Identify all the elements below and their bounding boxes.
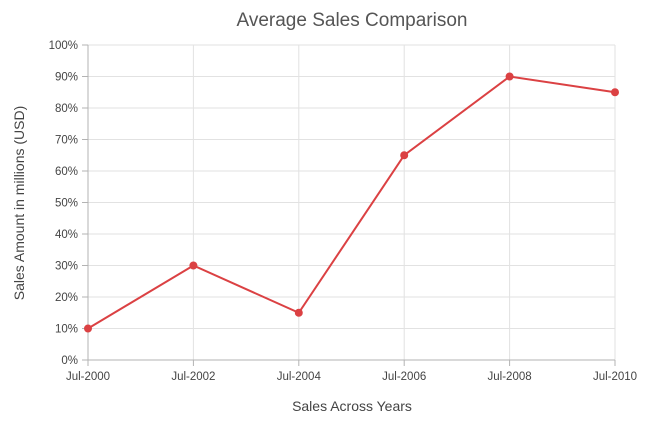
y-tick-label: 50% xyxy=(55,198,78,210)
data-point-marker[interactable] xyxy=(611,88,619,97)
data-point-marker[interactable] xyxy=(505,72,514,81)
data-point-marker[interactable] xyxy=(84,324,92,333)
data-point-marker[interactable] xyxy=(400,151,409,160)
y-tick-label: 10% xyxy=(55,324,78,336)
y-tick-label: 90% xyxy=(55,72,78,84)
y-tick-label: 80% xyxy=(55,103,78,115)
y-axis-title: Sales Amount in millions (USD) xyxy=(11,106,27,301)
x-tick-label: Jul-2002 xyxy=(171,371,215,383)
y-tick-label: 60% xyxy=(55,166,78,178)
series xyxy=(84,72,619,333)
y-tick-label: 30% xyxy=(55,261,78,273)
x-tick-label: Jul-2000 xyxy=(66,371,110,383)
x-tick-label: Jul-2010 xyxy=(593,371,637,383)
x-tick-label: Jul-2004 xyxy=(277,371,322,383)
gridlines xyxy=(88,44,616,360)
x-axis-title: Sales Across Years xyxy=(292,398,412,414)
y-axis-ticks: 0% 10% 20% 30% 40% 50% 60% 70% 80% 90% 100% xyxy=(49,40,88,367)
data-point-marker[interactable] xyxy=(189,261,198,270)
y-tick-label: 20% xyxy=(55,292,78,304)
x-axis-ticks: Jul-2000 Jul-2002 Jul-2004 Jul-2006 Jul-2008… xyxy=(66,360,637,383)
series-line xyxy=(87,75,616,330)
y-tick-label: 40% xyxy=(55,229,78,241)
chart-title: Average Sales Comparison xyxy=(237,10,468,31)
x-tick-label: Jul-2008 xyxy=(488,371,532,383)
y-tick-label: 100% xyxy=(49,40,78,52)
y-tick-label: 70% xyxy=(55,135,78,147)
data-point-marker[interactable] xyxy=(294,308,303,317)
y-tick-label: 0% xyxy=(61,355,78,367)
x-tick-label: Jul-2006 xyxy=(382,371,426,383)
